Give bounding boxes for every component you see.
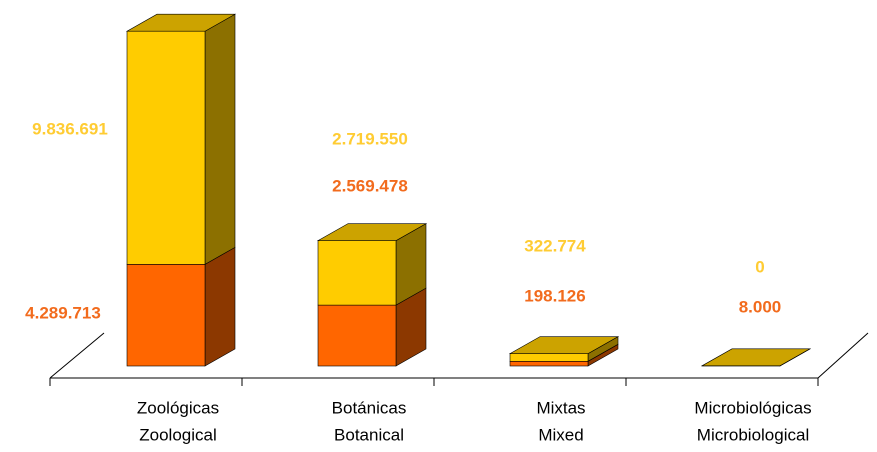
value-label: 4.289.713 [25, 303, 101, 322]
floor-left [50, 333, 104, 378]
value-label: 322.774 [524, 236, 586, 255]
bar-front [510, 361, 588, 366]
bar-segment [318, 224, 426, 305]
x-tick-label: Microbiological [697, 425, 809, 444]
bar-side [205, 14, 235, 264]
x-tick-label: Zoological [139, 425, 217, 444]
bar-side [205, 247, 235, 366]
value-label: 2.719.550 [332, 129, 408, 148]
bar-front [127, 264, 205, 366]
x-tick-label: Botanical [334, 425, 404, 444]
bar-front [127, 31, 205, 264]
x-tick-label: Botánicas [332, 398, 407, 417]
x-tick-label: Mixtas [536, 398, 585, 417]
x-tick-label: Zoológicas [137, 398, 219, 417]
bar-segment [127, 14, 235, 264]
value-label: 2.569.478 [332, 176, 408, 195]
value-label: 9.836.691 [32, 119, 108, 138]
value-label: 198.126 [524, 286, 585, 305]
bar-front [510, 354, 588, 362]
value-label: 8.000 [739, 297, 782, 316]
bar-front [318, 241, 396, 305]
bar-top [702, 349, 810, 366]
bar-segment [702, 349, 810, 366]
bar-segment [127, 247, 235, 366]
x-tick-label: Microbiológicas [694, 398, 811, 417]
x-tick-label: Mixed [538, 425, 583, 444]
value-label: 0 [755, 257, 764, 276]
floor-right [818, 333, 868, 378]
bar-front [318, 305, 396, 366]
